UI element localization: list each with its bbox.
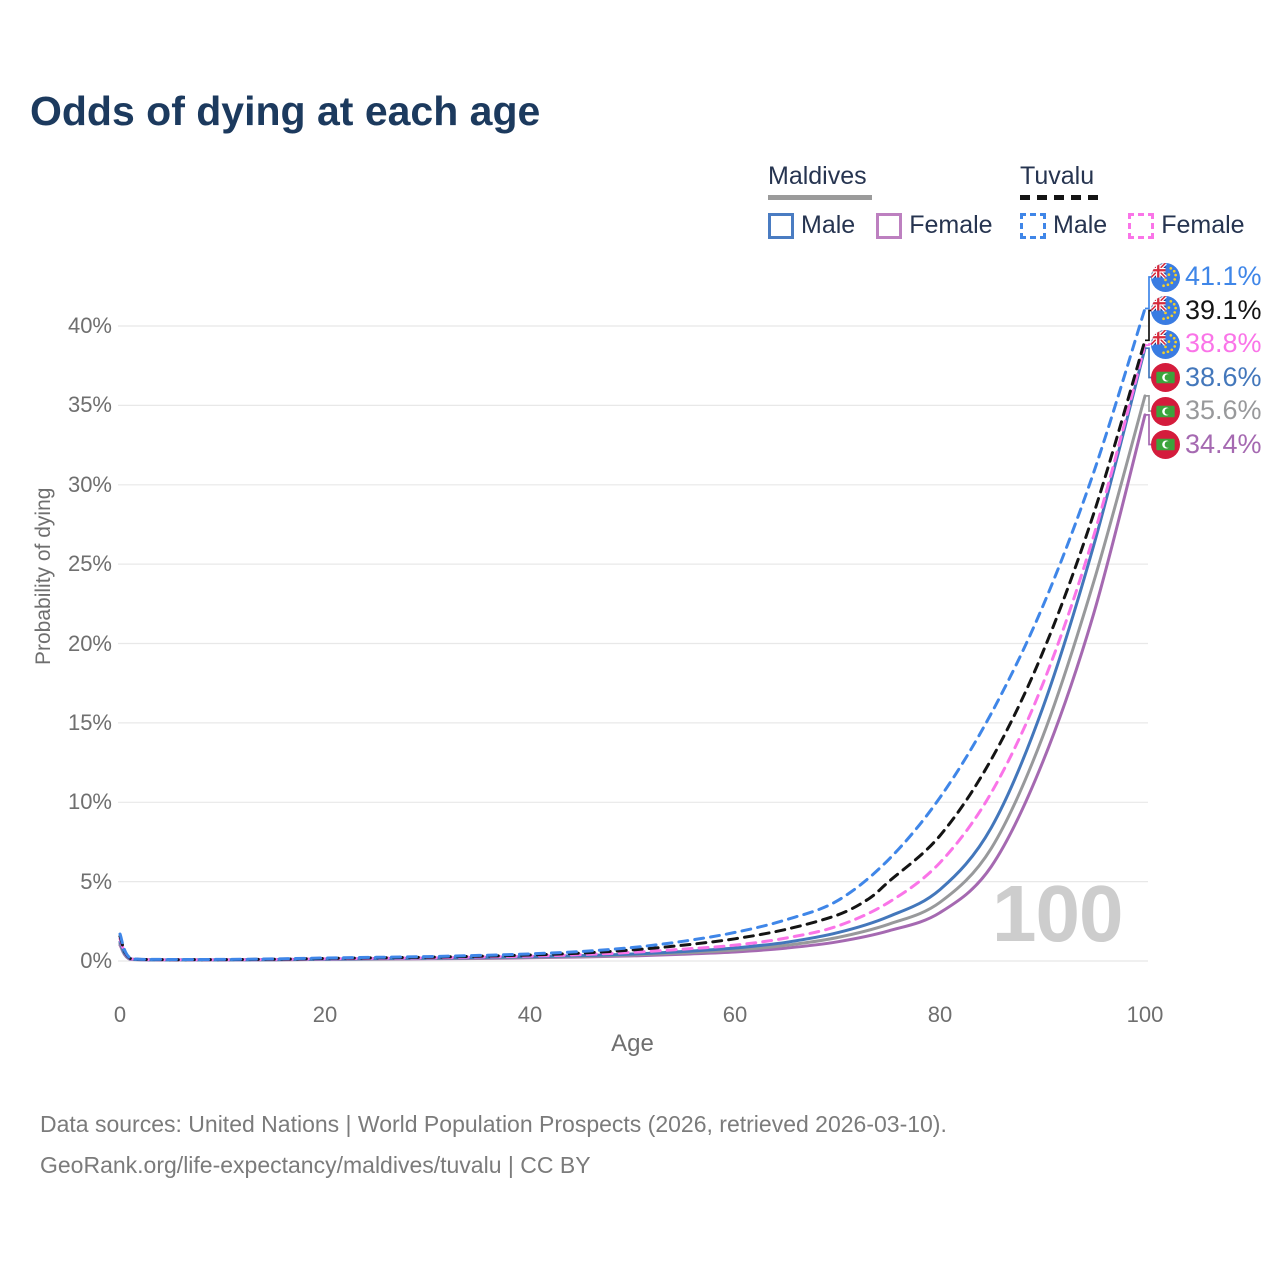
flag-badge-tuvalu-female [1151,329,1180,359]
flag-badge-tuvalu-all [1151,296,1180,325]
leader-line-tuvalu-all [1145,309,1152,342]
y-tick-label: 15% [67,709,112,735]
x-tick-label: 80 [927,1002,953,1027]
age-indicator-watermark: 100 [992,869,1123,958]
flag-badge-tuvalu-male [1151,262,1180,292]
maldives-flag-icon [1151,430,1180,459]
legend-country-maldives[interactable]: Maldives [768,162,867,190]
y-tick-label: 0% [80,948,112,973]
legend-item-tuvalu-female[interactable]: Female [1128,211,1245,240]
end-value-label-tuvalu-female: 38.8% [1185,328,1262,358]
footer-sources-line: Data sources: United Nations | World Pop… [40,1111,947,1137]
chart-title: Odds of dying at each age [30,88,541,134]
leader-line-tuvalu-female [1145,343,1152,346]
footer-attribution-line: GeoRank.org/life-expectancy/maldives/tuv… [40,1152,591,1178]
leader-line-tuvalu-male [1145,276,1152,310]
leader-line-maldives-female [1145,414,1152,446]
legend-underline-1 [1020,195,1098,200]
y-tick-label: 5% [80,868,112,894]
legend-items-maldives: Male Female [768,211,993,240]
legend-country-tuvalu[interactable]: Tuvalu [1020,162,1095,190]
end-value-label-tuvalu-male: 41.1% [1185,261,1262,291]
legend-group-tuvalu: Tuvalu Male Female [1020,162,1245,240]
x-tick-label: 0 [113,1002,127,1027]
legend-label-maldives-male: Male [801,211,856,239]
legend-group-maldives: Maldives Male Female [768,162,993,240]
x-tick-label: 40 [517,1002,543,1027]
legend-item-maldives-female[interactable]: Female [876,211,993,240]
flag-badge-maldives-all [1151,396,1180,426]
legend-label-maldives-female: Female [909,211,993,239]
y-tick-label: 10% [67,789,112,815]
legend-label-tuvalu-female: Female [1161,211,1245,239]
legend-swatch-1-1[interactable] [1128,212,1155,239]
x-tick-label: 100 [1126,1002,1164,1027]
maldives-flag-icon [1151,363,1180,392]
legend-items-tuvalu: Male Female [1020,211,1245,240]
leader-line-maldives-all [1145,395,1152,412]
x-axis-title: Age [611,1030,654,1057]
legend-swatch-0-1[interactable] [876,212,903,239]
tuvalu-flag-icon [1151,296,1180,325]
legend-swatch-0-0[interactable] [768,212,794,239]
legend-item-tuvalu-male[interactable]: Male [1020,211,1107,240]
end-value-label-tuvalu-all: 39.1% [1185,294,1262,325]
leader-line-maldives-male [1145,347,1152,379]
y-tick-label: 20% [67,630,112,656]
footer: Data sources: United Nations | World Pop… [40,1104,947,1186]
end-value-label-maldives-male: 38.6% [1185,361,1262,392]
flag-badge-maldives-female [1151,430,1180,459]
legend-underline-0 [768,195,872,200]
legend-label-tuvalu-male: Male [1053,211,1108,239]
series-line-tuvalu-male [118,307,1147,962]
y-tick-label: 40% [67,313,112,338]
legend-swatch-1-0[interactable] [1020,212,1046,239]
legend-item-maldives-male[interactable]: Male [768,211,855,240]
y-tick-label: 30% [67,471,112,497]
maldives-flag-icon [1151,396,1180,426]
y-tick-label: 35% [67,392,112,418]
x-tick-label: 20 [312,1002,338,1027]
tuvalu-flag-icon [1151,262,1180,292]
flag-badge-maldives-male [1151,363,1180,392]
tuvalu-flag-icon [1151,329,1180,359]
y-tick-label: 25% [67,551,112,577]
end-value-label-maldives-all: 35.6% [1185,395,1262,425]
end-value-label-maldives-female: 34.4% [1185,428,1262,459]
x-tick-label: 60 [722,1002,748,1027]
